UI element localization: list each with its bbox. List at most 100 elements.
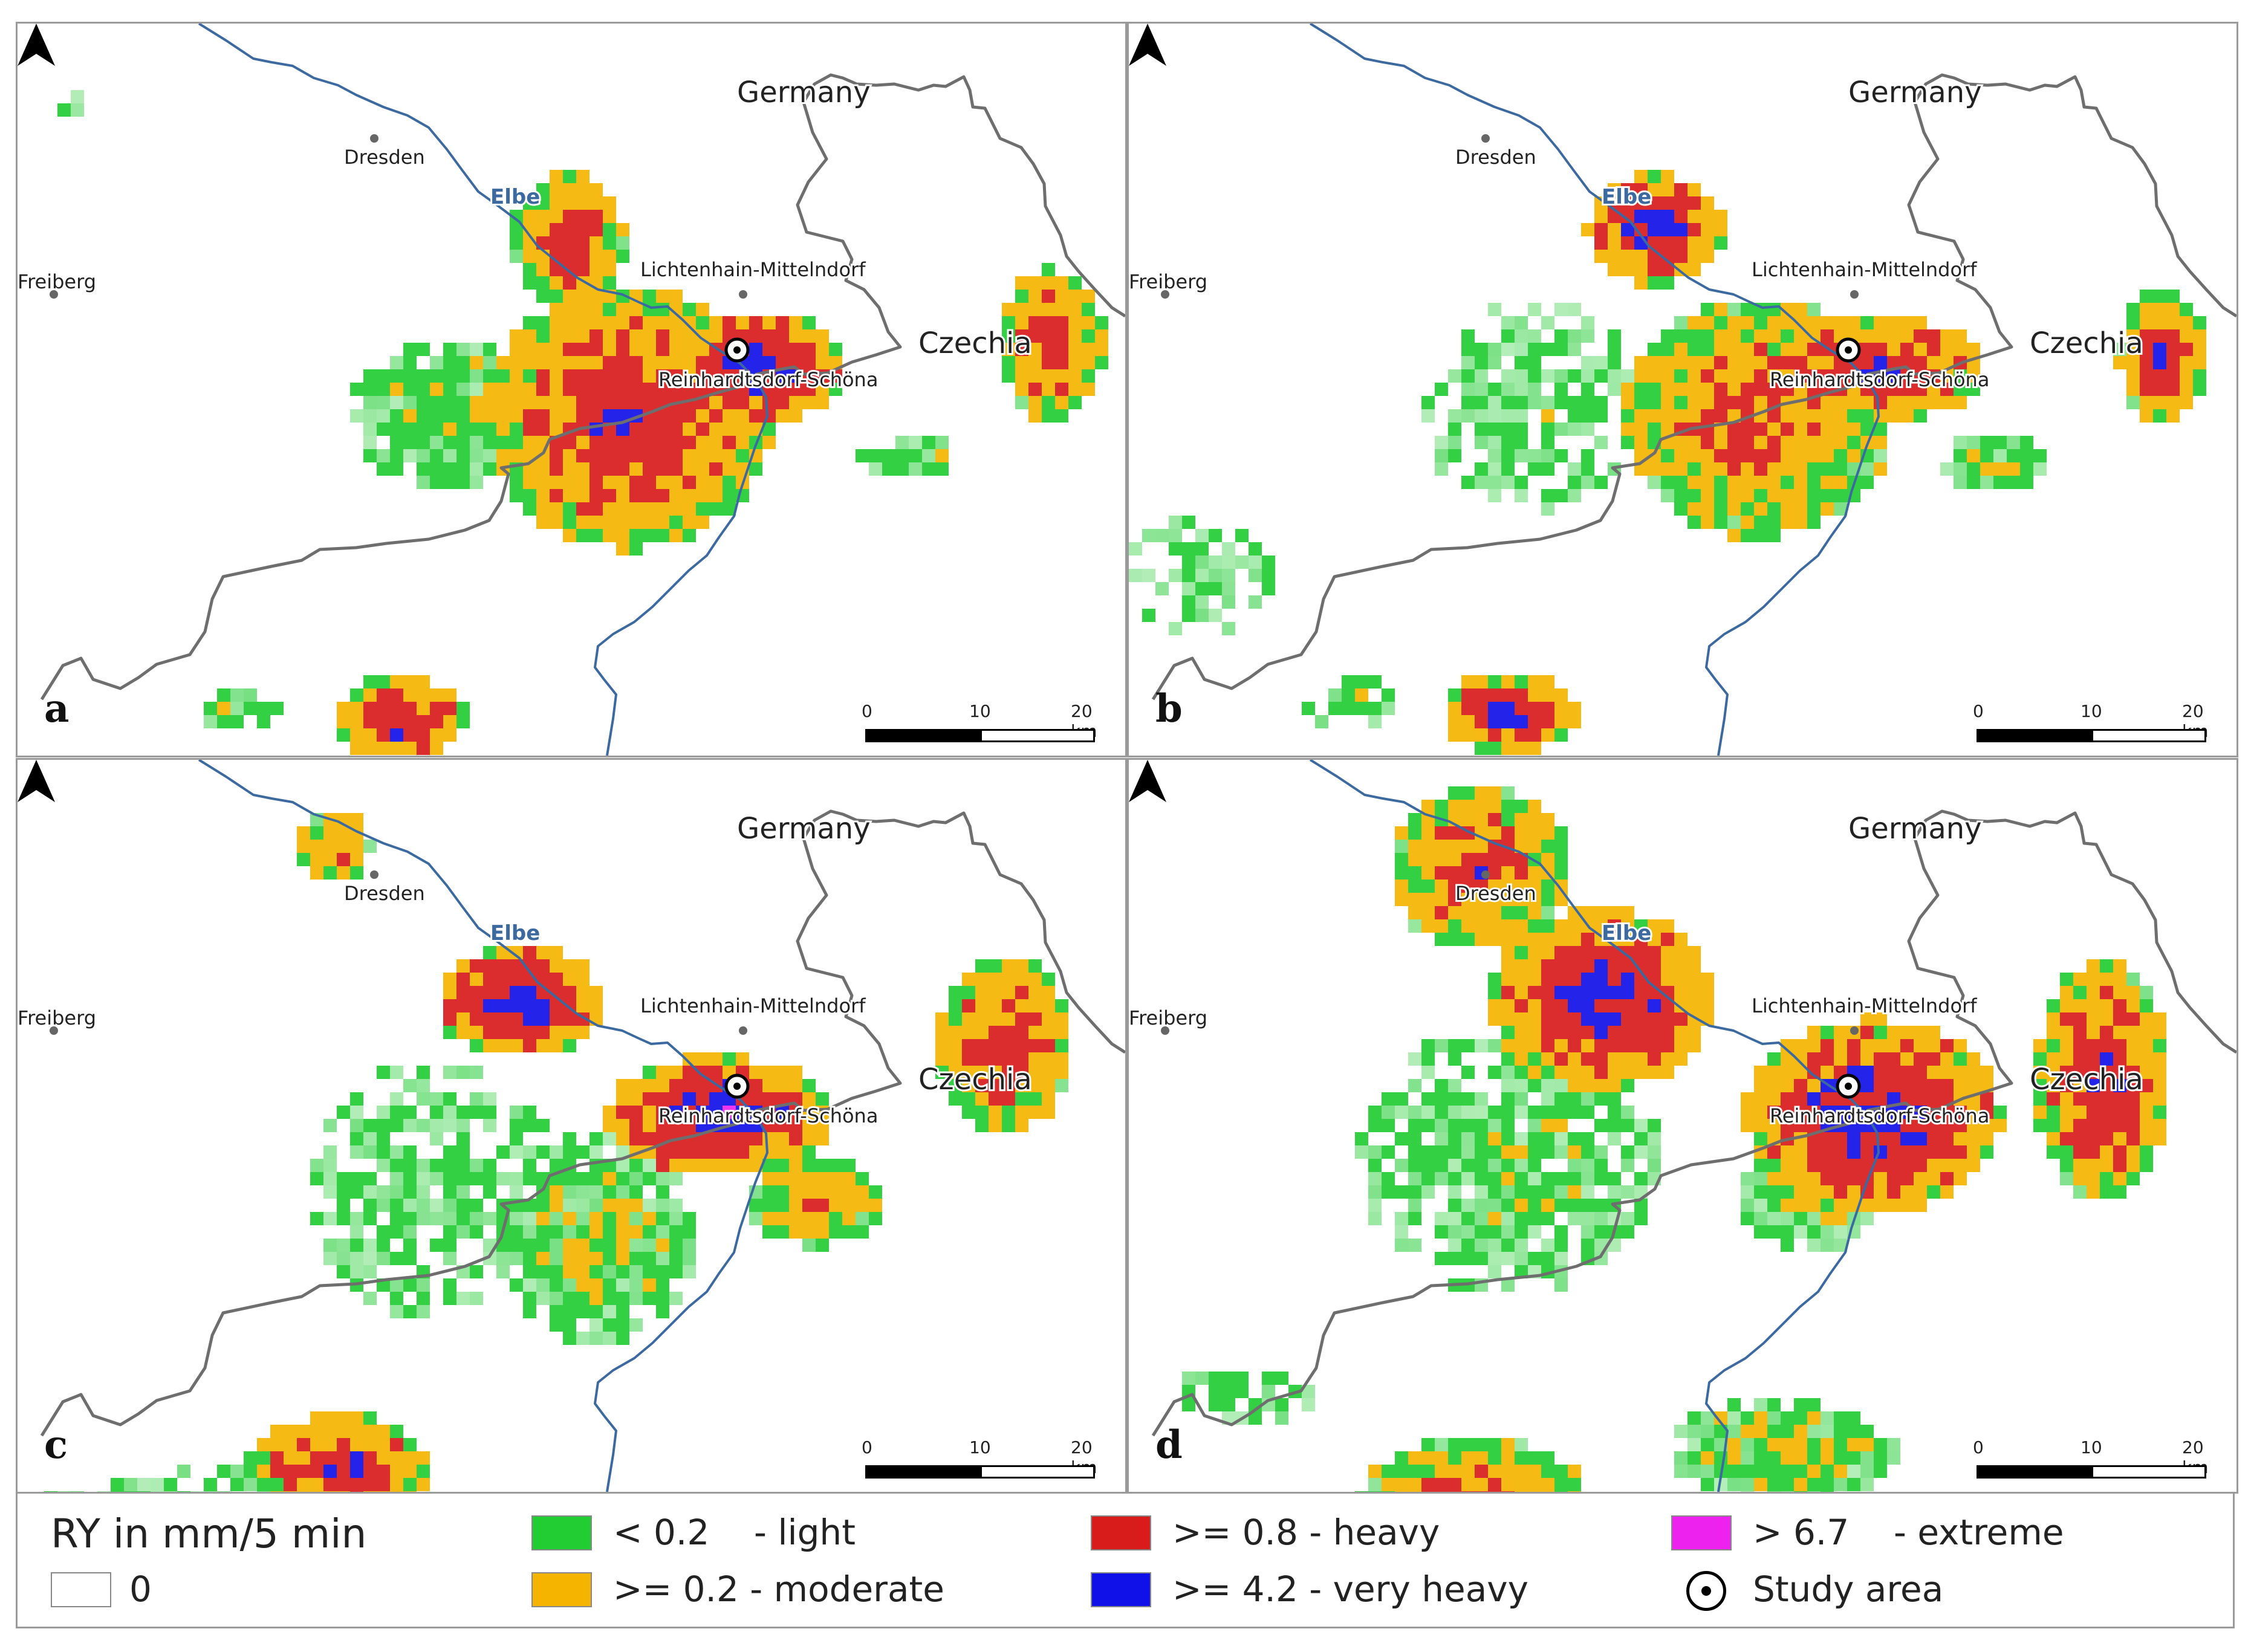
rain-cell bbox=[1488, 1172, 1501, 1185]
rain-cell bbox=[1528, 973, 1541, 986]
rain-cell bbox=[1781, 1225, 1794, 1239]
rain-cell bbox=[2140, 396, 2153, 409]
rain-cell bbox=[669, 356, 683, 369]
rain-cell bbox=[443, 396, 456, 409]
rain-cell bbox=[1807, 1425, 1821, 1438]
rain-cell bbox=[1275, 1398, 1288, 1411]
rain-cell bbox=[1794, 1039, 1807, 1052]
rain-cell bbox=[949, 1066, 962, 1079]
rain-cell bbox=[1767, 489, 1781, 502]
rain-cell bbox=[1568, 1185, 1581, 1199]
rain-cell bbox=[1568, 1159, 1581, 1172]
rain-cell bbox=[1954, 462, 1967, 476]
rain-cell bbox=[1042, 396, 1055, 409]
rain-cell bbox=[1488, 1212, 1501, 1225]
rain-cell bbox=[1249, 542, 1262, 556]
rain-cell bbox=[1541, 1478, 1554, 1491]
rain-cell bbox=[1082, 356, 1095, 369]
rain-cell bbox=[590, 1145, 603, 1159]
rain-cell bbox=[1395, 1212, 1408, 1225]
rain-cell bbox=[2113, 1052, 2126, 1066]
rain-cell bbox=[669, 462, 683, 476]
rain-cell bbox=[1015, 343, 1028, 356]
rain-cell bbox=[1222, 542, 1235, 556]
rain-cell bbox=[816, 1172, 829, 1185]
rain-cell bbox=[1687, 329, 1701, 343]
rain-cell bbox=[417, 688, 430, 702]
rain-cell bbox=[1382, 1106, 1395, 1119]
rain-cell bbox=[1714, 502, 1727, 516]
elbe-river bbox=[198, 760, 768, 1492]
rain-cell bbox=[616, 250, 629, 263]
rain-cell bbox=[616, 1119, 629, 1132]
rain-cell bbox=[1821, 449, 1834, 462]
legend-label-heavy: >= 0.8 - heavy bbox=[1172, 1512, 1440, 1553]
rain-cell bbox=[1129, 569, 1142, 582]
rain-cell bbox=[550, 1265, 563, 1278]
rain-cell bbox=[257, 715, 270, 728]
rain-cell bbox=[2140, 316, 2153, 329]
rain-cell bbox=[2126, 1052, 2140, 1066]
rain-cell bbox=[1581, 973, 1594, 986]
rain-cell bbox=[1382, 688, 1395, 702]
rain-cell bbox=[403, 436, 417, 449]
rain-cell bbox=[709, 436, 723, 449]
rain-cell bbox=[1767, 383, 1781, 396]
rain-cell bbox=[563, 1225, 576, 1239]
rain-cell bbox=[523, 1026, 536, 1039]
rain-cell bbox=[403, 1252, 417, 1265]
rain-cell bbox=[550, 1212, 563, 1225]
rain-cell bbox=[1594, 210, 1608, 223]
rain-cell bbox=[363, 436, 377, 449]
rain-cell bbox=[456, 986, 470, 999]
rain-cell bbox=[2073, 1092, 2087, 1106]
rain-cell bbox=[1608, 919, 1621, 933]
rain-cell bbox=[1068, 276, 1082, 290]
rain-cell bbox=[1068, 316, 1082, 329]
rain-cell bbox=[1754, 1398, 1767, 1411]
rain-cell bbox=[1648, 1012, 1661, 1026]
rain-cell bbox=[523, 276, 536, 290]
rain-cell bbox=[949, 986, 962, 999]
rain-cell bbox=[1488, 1106, 1501, 1119]
rain-cell bbox=[2140, 1052, 2153, 1066]
rain-cell bbox=[616, 1225, 629, 1239]
rain-cell bbox=[550, 1318, 563, 1332]
rain-cell bbox=[1435, 879, 1448, 893]
rain-cell bbox=[1594, 436, 1608, 449]
rain-cell bbox=[483, 986, 496, 999]
rain-cell bbox=[1222, 622, 1235, 635]
country-label-czechia: Czechia bbox=[918, 326, 1032, 360]
rain-cell bbox=[1754, 502, 1767, 516]
rain-cell bbox=[2166, 369, 2180, 383]
rain-cell bbox=[1421, 1478, 1435, 1491]
rain-cell bbox=[536, 223, 550, 236]
rain-cell bbox=[1634, 1199, 1648, 1212]
rain-cell bbox=[1501, 1026, 1515, 1039]
rain-cell bbox=[1461, 728, 1475, 742]
rain-cell bbox=[1435, 840, 1448, 853]
rain-cell bbox=[1594, 1012, 1608, 1026]
scale-bar: 0 10 20 km bbox=[1973, 1437, 2209, 1486]
rain-cell bbox=[563, 1145, 576, 1159]
panel-letter: b bbox=[1155, 686, 1183, 731]
rain-cell bbox=[2087, 1026, 2100, 1039]
rain-cell bbox=[1568, 1106, 1581, 1119]
rain-cell bbox=[323, 1119, 337, 1132]
rain-cell bbox=[456, 973, 470, 986]
rain-cell bbox=[1661, 396, 1674, 409]
rain-cell bbox=[776, 1159, 789, 1172]
scale-segment-black bbox=[1977, 1465, 2091, 1479]
rain-cell bbox=[1395, 853, 1408, 866]
rain-cell bbox=[576, 329, 590, 343]
rain-cell bbox=[510, 383, 523, 396]
rain-cell bbox=[377, 1491, 390, 1492]
rain-cell bbox=[363, 1239, 377, 1252]
rain-cell bbox=[1727, 383, 1741, 396]
rain-cell bbox=[523, 196, 536, 210]
rain-cell bbox=[550, 489, 563, 502]
rain-cell bbox=[71, 90, 84, 103]
rain-cell bbox=[1262, 556, 1275, 569]
rain-cell bbox=[1475, 1132, 1488, 1145]
rain-cell bbox=[1754, 423, 1767, 436]
